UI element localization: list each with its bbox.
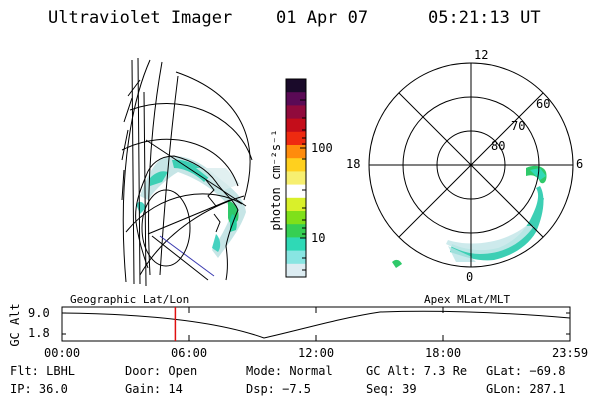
colorbar-cell <box>286 250 306 265</box>
timeline-y-title: GC Alt <box>8 303 22 347</box>
colorbar-cell <box>286 92 306 106</box>
colorbar-cell <box>286 105 306 120</box>
mlat-label-70: 70 <box>511 119 526 133</box>
colorbar-cell <box>286 197 306 212</box>
timeline-x-tick-0000: 00:00 <box>44 346 81 360</box>
colorbar-cell <box>286 211 306 225</box>
colorbar-cell <box>286 131 306 146</box>
color-bar <box>285 78 307 278</box>
status-glon: GLon: 287.1 <box>486 382 566 396</box>
colorbar-cell <box>286 145 306 159</box>
colorbar-cell <box>286 79 306 93</box>
timeline-x-tick-2359: 23:59 <box>552 346 589 360</box>
colorbar-cell <box>286 158 306 172</box>
status-gain: Gain: 14 <box>125 382 183 396</box>
colorbar-cell <box>286 118 306 133</box>
status-filter: Flt: LBHL <box>10 364 76 378</box>
altitude-trace <box>61 310 571 339</box>
geographic-map <box>121 57 253 287</box>
timeline-left-label: Geographic Lat/Lon <box>70 293 190 306</box>
status-seq: Seq: 39 <box>366 382 417 396</box>
mlt-label-18: 18 <box>346 157 361 171</box>
timeline-x-tick-0600: 06:00 <box>171 346 208 360</box>
mlt-label-0: 0 <box>466 270 474 284</box>
status-glat: GLat: −69.8 <box>486 364 566 378</box>
colorbar-cell <box>286 224 306 238</box>
mlt-label-12: 12 <box>474 48 489 62</box>
timeline-x-tick-1800: 18:00 <box>425 346 462 360</box>
mlt-label-6: 6 <box>576 157 584 171</box>
status-mode: Mode: Normal <box>246 364 333 378</box>
status-ip: IP: 36.0 <box>10 382 68 396</box>
timeline-x-tick-1200: 12:00 <box>298 346 335 360</box>
colorbar-tick-10: 10 <box>311 231 326 245</box>
date-label: 01 Apr 07 <box>276 8 369 28</box>
status-gc-alt: GC Alt: 7.3 Re <box>366 364 468 378</box>
auroral-emission-polar <box>392 165 547 268</box>
timeline-ticks <box>61 307 571 341</box>
colorbar-minor-ticks <box>300 99 306 271</box>
polar-plot <box>368 62 574 268</box>
timeline-plot <box>61 306 571 342</box>
timeline-y-tick-1-8: 1.8 <box>28 326 50 340</box>
mlat-label-60: 60 <box>536 97 551 111</box>
auroral-emission-geo <box>136 155 246 258</box>
colorbar-cell <box>286 237 306 252</box>
status-door: Door: Open <box>125 364 198 378</box>
colorbar-units-label: photon cm⁻²s⁻¹ <box>269 129 283 231</box>
colorbar-tick-100: 100 <box>311 141 333 155</box>
colorbar-cell <box>286 184 306 199</box>
colorbar-cell <box>286 171 306 186</box>
colorbar-cell <box>286 263 306 278</box>
instrument-title: Ultraviolet Imager <box>48 8 233 28</box>
mlat-label-80: 80 <box>491 139 506 153</box>
timeline-right-label: Apex MLat/MLT <box>424 293 511 306</box>
time-label: 05:21:13 UT <box>428 8 541 28</box>
timeline-y-tick-9: 9.0 <box>28 306 50 320</box>
status-dsp: Dsp: −7.5 <box>246 382 312 396</box>
